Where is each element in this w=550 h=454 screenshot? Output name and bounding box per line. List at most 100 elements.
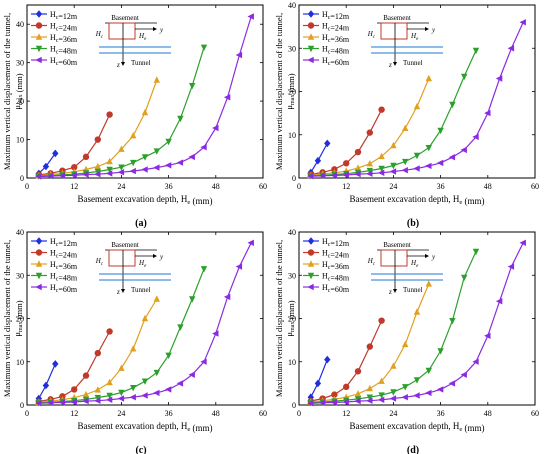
subscript: e — [187, 426, 190, 433]
legend-label: Hc=12m — [322, 237, 350, 248]
data-point — [324, 355, 331, 364]
legend-marker — [307, 272, 315, 280]
text-part: (mm) — [286, 300, 296, 321]
data-point — [71, 164, 78, 171]
text-part: μ — [12, 105, 22, 110]
series-1 — [35, 328, 113, 405]
data-point — [35, 173, 42, 180]
data-point — [425, 389, 432, 397]
inset-z-label: z — [388, 61, 392, 69]
data-point — [413, 308, 421, 315]
data-point — [117, 395, 125, 402]
data-point — [153, 76, 160, 83]
data-point — [460, 146, 467, 154]
text-part: =60m — [58, 285, 78, 294]
x-tick-label: 24 — [117, 182, 125, 191]
y-axis-label-line1: Maximum vertical displacement of the tun… — [274, 240, 284, 397]
legend-label: Hc=36m — [322, 260, 350, 271]
series-2 — [307, 74, 432, 179]
x-tick-label: 0 — [25, 182, 29, 191]
text-part: H — [50, 22, 56, 31]
y-tick-label: 0 — [20, 174, 24, 183]
legend-label: Hc=48m — [50, 45, 78, 56]
data-point — [342, 398, 349, 406]
series-line — [310, 359, 328, 398]
data-point — [390, 162, 397, 170]
text-part: (mm) — [14, 73, 24, 94]
subscript: c — [373, 35, 376, 40]
legend-label: Hc=60m — [50, 283, 78, 294]
basement-box — [108, 22, 136, 40]
text-part: =24m — [58, 24, 78, 33]
data-point — [366, 397, 373, 404]
subscript: c — [56, 50, 59, 56]
data-point — [461, 73, 468, 81]
legend-marker — [35, 56, 42, 64]
y-tick-label: 40 — [16, 20, 24, 29]
data-point — [164, 386, 172, 393]
data-point — [189, 83, 196, 90]
y-tick-label: 10 — [288, 131, 296, 140]
text-part: H — [410, 259, 417, 267]
data-point — [436, 386, 444, 393]
subscript: e — [416, 37, 419, 42]
series-1 — [307, 317, 385, 405]
y-axis-label-line2: μmax (mm) — [284, 73, 296, 109]
data-point — [378, 317, 385, 324]
text-part: H — [138, 32, 145, 40]
y-arrowhead — [425, 254, 429, 258]
data-point — [106, 328, 113, 335]
data-point — [330, 172, 338, 179]
data-point — [200, 144, 207, 151]
subscript: c — [328, 254, 331, 260]
data-point — [484, 109, 491, 117]
data-point — [507, 263, 515, 270]
text-part: =36m — [330, 262, 350, 271]
legend-marker — [307, 56, 314, 64]
inset-he-label: He — [410, 259, 419, 269]
data-point — [94, 397, 101, 404]
data-point — [366, 160, 373, 167]
data-point — [366, 394, 373, 401]
y-tick-label: 30 — [288, 44, 296, 53]
inset-hc-label: Hc — [95, 257, 104, 267]
y-axis-label-line2: μmax (mm) — [284, 300, 296, 336]
data-point — [448, 380, 456, 387]
data-point — [212, 330, 219, 337]
data-point — [507, 45, 515, 52]
text-part: H — [50, 260, 56, 269]
y-axis-label-line2: μmax (mm) — [12, 73, 24, 109]
y-tick-label: 20 — [288, 315, 296, 324]
x-tick-label: 60 — [531, 182, 539, 191]
data-point — [70, 172, 77, 179]
y-tick-label: 0 — [20, 401, 24, 410]
legend-marker — [307, 260, 315, 267]
legend-label: Hc=36m — [322, 33, 350, 44]
data-point — [106, 111, 113, 118]
text-part: μ — [284, 332, 294, 337]
data-point — [46, 399, 54, 406]
data-point — [177, 324, 184, 331]
x-tick-label: 48 — [484, 182, 492, 191]
z-arrowhead — [121, 289, 125, 293]
series-line — [38, 153, 56, 174]
legend-marker — [307, 237, 315, 245]
text-part: H — [367, 30, 374, 38]
inset-tunnel-label: Tunnel — [403, 59, 423, 67]
data-point — [200, 358, 207, 365]
text-part: H — [367, 257, 374, 265]
data-point — [378, 392, 385, 399]
inset-basement-label: Basement — [111, 241, 139, 249]
data-point — [402, 384, 409, 391]
text-part: Basement excavation depth, H — [77, 421, 187, 431]
x-tick-label: 0 — [297, 182, 301, 191]
series-0 — [35, 360, 59, 403]
data-point — [390, 362, 397, 369]
series-line — [310, 143, 328, 173]
text-part: H — [50, 272, 56, 281]
data-point — [401, 394, 408, 401]
legend-marker — [35, 237, 43, 245]
y-axis-label-line1: Maximum vertical displacement of the tun… — [274, 13, 284, 170]
